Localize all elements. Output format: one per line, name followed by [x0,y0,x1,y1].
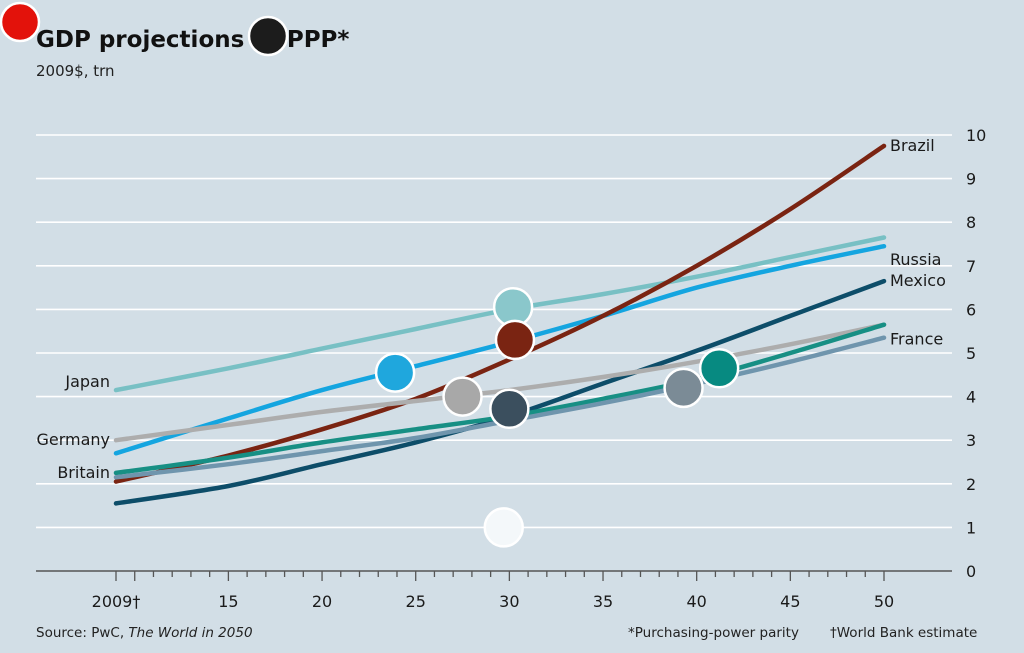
x-tick-label-15: 15 [218,592,238,611]
source-prefix: Source: PwC, [36,625,128,641]
source-title: The World in 2050 [128,625,252,641]
y-tick-label-8: 8 [966,213,976,232]
y-tick-label-9: 9 [966,170,976,189]
marker-grey [442,376,483,417]
marker-steel [663,367,704,409]
series-label-japan: Japan [64,372,110,391]
y-tick-label-3: 3 [966,431,976,450]
marker-white [483,507,524,548]
y-tick-label-1: 1 [966,518,976,537]
marker-teal [698,348,740,389]
series-label-brazil: Brazil [890,136,935,155]
series-label-germany: Germany [36,430,110,449]
series-line-brazil [113,143,887,484]
x-tick-label-40: 40 [687,592,707,611]
chart-subtitle: 2009$, trn [36,62,115,80]
y-tick-label-4: 4 [966,388,976,407]
series-lines [113,143,887,506]
x-tick-label-45: 45 [780,592,800,611]
marker-brown [494,319,536,361]
x-axis [36,570,952,581]
x-tick-label-25: 25 [406,592,426,611]
world-bank-footnote: †World Bank estimate [830,625,977,641]
y-tick-labels: 0 1 2 3 4 5 6 7 8 9 10 [966,126,986,581]
y-tick-label-10: 10 [966,126,986,145]
markers [374,286,740,548]
y-tick-label-2: 2 [966,475,976,494]
x-tick-labels: 2009† 15 20 25 30 35 40 45 50 [92,592,895,611]
series-label-russia: Russia [890,250,941,269]
series-labels: Japan Russia Brazil Mexico Germany Britain Fra… [36,136,945,482]
x-tick-label-20: 20 [312,592,332,611]
series-label-mexico: Mexico [890,271,946,290]
dark-marker [247,15,289,57]
x-tick-label-2009: 2009† [92,592,141,611]
series-label-france: France [890,330,943,349]
x-tick-label-30: 30 [499,592,519,611]
x-tick-label-50: 50 [874,592,894,611]
chart-title: GDP projections at PPP* [36,27,349,53]
y-tick-label-0: 0 [966,562,976,581]
brand-red-marker [0,1,41,43]
y-tick-label-5: 5 [966,344,976,363]
ppp-footnote: *Purchasing-power parity [628,625,799,641]
marker-slate [489,388,530,430]
series-label-britain: Britain [57,463,110,482]
source-note: Source: PwC, The World in 2050 [36,625,253,641]
y-tick-label-6: 6 [966,300,976,319]
x-tick-label-35: 35 [593,592,613,611]
marker-blue [374,352,416,393]
y-tick-label-7: 7 [966,257,976,276]
